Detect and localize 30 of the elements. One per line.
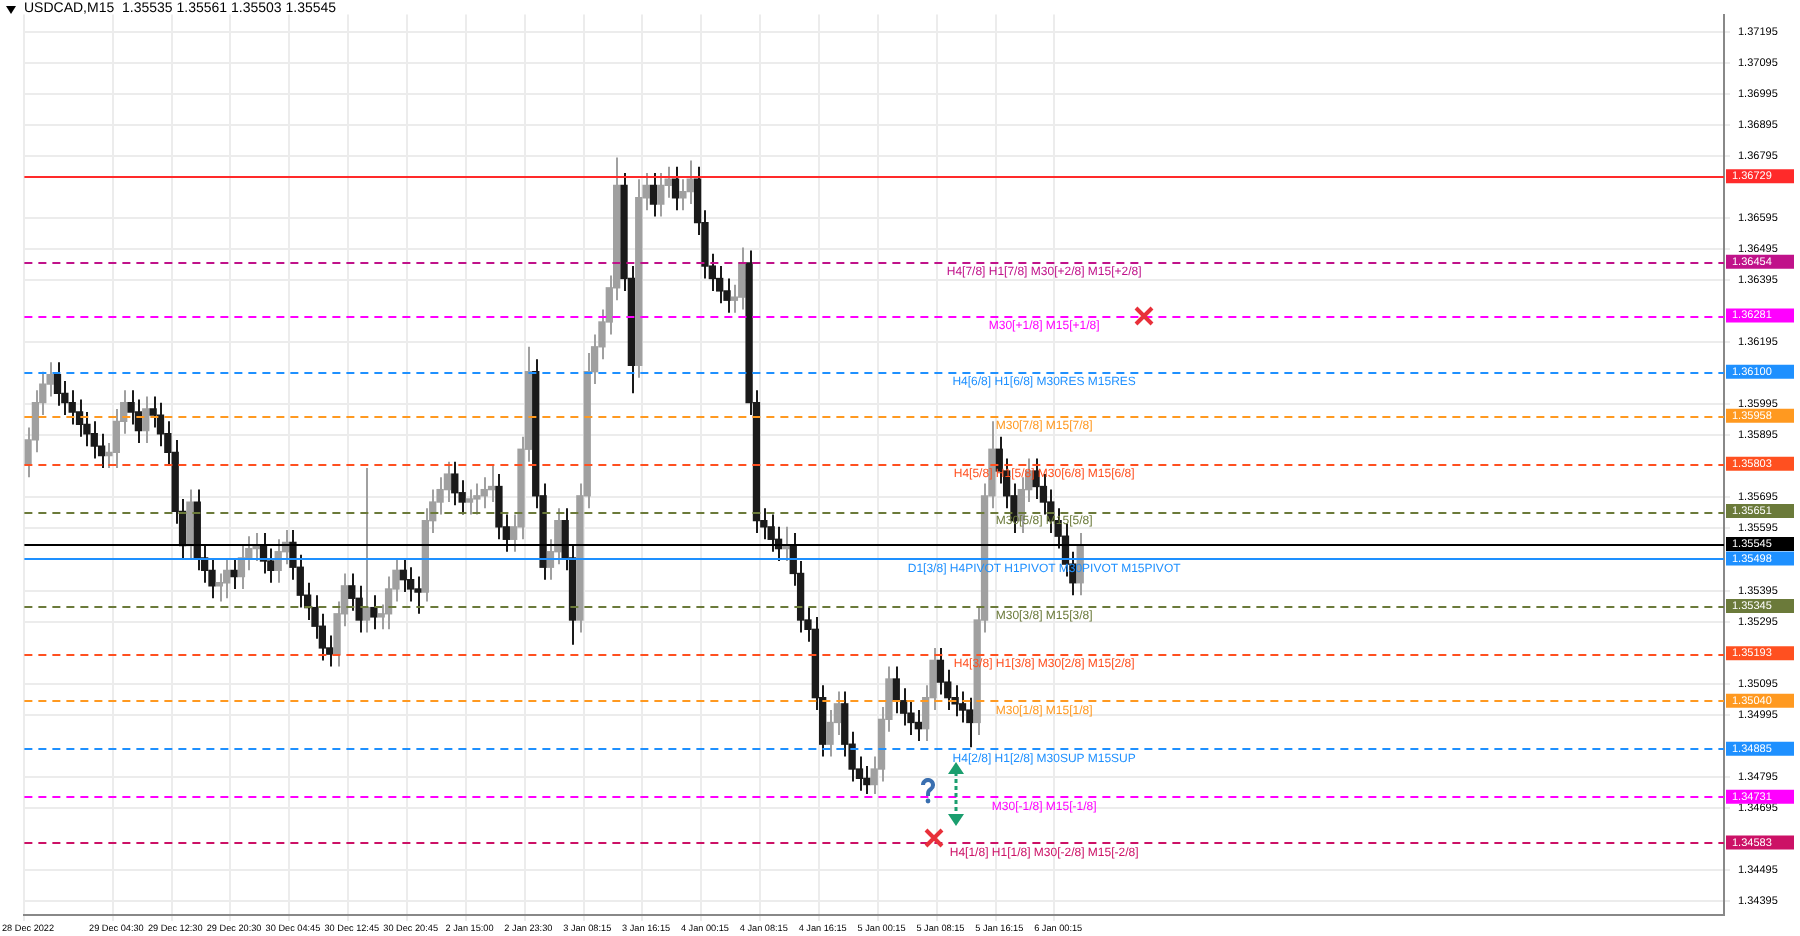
candlestick <box>156 401 165 448</box>
candlestick <box>53 361 62 407</box>
candlestick <box>649 171 658 218</box>
candlestick <box>767 513 775 553</box>
candlestick <box>892 665 900 715</box>
candlestick <box>186 488 194 559</box>
candlestick <box>451 460 459 507</box>
candlestick <box>826 709 834 758</box>
candlestick <box>230 556 238 590</box>
candlestick <box>966 696 974 749</box>
candlestick <box>75 398 84 438</box>
candlestick <box>362 466 371 634</box>
candlestick <box>223 556 231 600</box>
candlestick <box>112 407 120 469</box>
candlestick <box>671 165 680 212</box>
candlestick <box>473 482 481 516</box>
candlestick <box>686 159 694 205</box>
candlestick <box>958 690 967 724</box>
candlestick <box>142 395 150 445</box>
candlestick <box>657 171 665 218</box>
candlestick <box>465 488 474 516</box>
candlestick <box>68 389 76 426</box>
candlestick <box>406 566 415 603</box>
candlestick <box>738 246 746 311</box>
candlestick <box>370 594 378 631</box>
candlestick <box>90 420 98 460</box>
candlestick <box>384 575 393 631</box>
candlestick <box>414 575 422 615</box>
candlestick <box>399 556 407 594</box>
candlestick <box>936 646 945 696</box>
